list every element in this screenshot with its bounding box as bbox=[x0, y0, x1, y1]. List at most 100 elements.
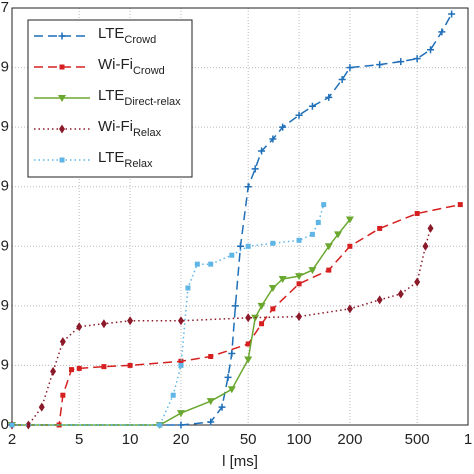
x-tick-label: 50 bbox=[240, 431, 257, 448]
marker bbox=[438, 28, 446, 36]
x-tick-label: 5 bbox=[75, 431, 83, 448]
marker bbox=[9, 422, 15, 428]
legend-subscript: Relax bbox=[133, 127, 162, 139]
plot-frame bbox=[11, 7, 469, 426]
marker bbox=[100, 319, 107, 329]
marker bbox=[269, 135, 277, 143]
marker bbox=[397, 289, 404, 299]
marker bbox=[346, 64, 354, 72]
series-line bbox=[12, 204, 325, 426]
marker bbox=[258, 147, 266, 155]
y-tick-label: 9 bbox=[1, 59, 9, 76]
marker bbox=[377, 225, 383, 231]
legend-subscript: Crowd bbox=[124, 34, 156, 46]
marker bbox=[397, 58, 405, 66]
marker bbox=[127, 362, 133, 368]
marker bbox=[157, 422, 163, 428]
marker bbox=[257, 302, 266, 310]
marker bbox=[270, 306, 276, 312]
marker bbox=[59, 64, 65, 70]
x-tick-label: 2 bbox=[8, 431, 16, 448]
marker bbox=[25, 420, 32, 430]
marker bbox=[414, 211, 420, 217]
marker bbox=[76, 365, 82, 371]
marker bbox=[177, 316, 184, 326]
legend-label: Wi-FiRelax bbox=[98, 118, 162, 139]
marker bbox=[185, 285, 191, 291]
marker bbox=[346, 304, 353, 314]
marker bbox=[208, 261, 214, 267]
legend-label: LTECrowd bbox=[98, 25, 156, 46]
marker bbox=[76, 322, 83, 332]
marker bbox=[228, 350, 236, 358]
marker bbox=[295, 273, 304, 281]
marker bbox=[101, 364, 107, 370]
marker bbox=[58, 32, 66, 40]
marker bbox=[178, 358, 184, 364]
legend-label: Wi-FiCrowd bbox=[98, 56, 165, 77]
marker bbox=[207, 418, 215, 426]
legend-subscript: Crowd bbox=[133, 65, 165, 77]
marker bbox=[347, 243, 353, 249]
marker bbox=[224, 373, 232, 381]
y-tick-label: 9 bbox=[1, 178, 9, 195]
marker bbox=[321, 202, 327, 208]
marker bbox=[427, 223, 434, 233]
marker bbox=[325, 93, 333, 101]
marker bbox=[296, 281, 302, 287]
marker bbox=[50, 366, 57, 376]
marker bbox=[244, 356, 253, 364]
marker bbox=[279, 123, 287, 131]
marker bbox=[58, 95, 66, 102]
legend-subscript: Relax bbox=[124, 158, 153, 170]
y-tick-label: 9 bbox=[1, 237, 9, 254]
marker bbox=[278, 276, 287, 284]
marker bbox=[308, 267, 317, 275]
marker bbox=[208, 353, 214, 359]
series-line bbox=[12, 228, 432, 426]
y-tick-label: 9 bbox=[1, 297, 9, 314]
marker bbox=[194, 261, 200, 267]
marker bbox=[231, 302, 239, 310]
legend-label: LTEDirect-relax bbox=[98, 87, 181, 108]
marker bbox=[324, 243, 333, 251]
marker bbox=[295, 111, 303, 119]
legend-subscript: Direct-relax bbox=[124, 96, 181, 108]
x-tick-label: 200 bbox=[337, 431, 362, 448]
marker bbox=[259, 321, 265, 327]
x-tick-label: 100 bbox=[287, 431, 312, 448]
marker bbox=[245, 341, 251, 347]
marker bbox=[178, 362, 184, 368]
marker bbox=[60, 392, 66, 398]
marker bbox=[296, 312, 303, 322]
marker bbox=[177, 421, 185, 429]
x-tick-label: 10 bbox=[122, 431, 139, 448]
marker bbox=[309, 231, 315, 237]
marker bbox=[422, 241, 429, 251]
marker bbox=[218, 403, 226, 411]
marker bbox=[268, 284, 277, 292]
legend-name: LTE bbox=[98, 149, 124, 166]
series-line bbox=[12, 13, 453, 426]
marker bbox=[376, 61, 384, 69]
marker bbox=[338, 75, 346, 83]
marker bbox=[413, 55, 421, 63]
marker bbox=[251, 165, 259, 173]
legend-label: LTERelax bbox=[98, 149, 153, 170]
y-tick-label: 9 bbox=[1, 356, 9, 373]
marker bbox=[176, 410, 185, 418]
marker bbox=[244, 183, 252, 191]
marker bbox=[229, 252, 235, 258]
marker bbox=[59, 337, 66, 347]
marker bbox=[376, 295, 383, 305]
marker bbox=[227, 386, 236, 394]
marker bbox=[270, 240, 276, 246]
marker bbox=[457, 202, 463, 208]
marker bbox=[333, 231, 342, 239]
marker bbox=[427, 46, 435, 54]
x-tick-label: 20 bbox=[173, 431, 190, 448]
marker bbox=[59, 124, 65, 134]
marker bbox=[170, 392, 176, 398]
marker bbox=[326, 267, 332, 273]
